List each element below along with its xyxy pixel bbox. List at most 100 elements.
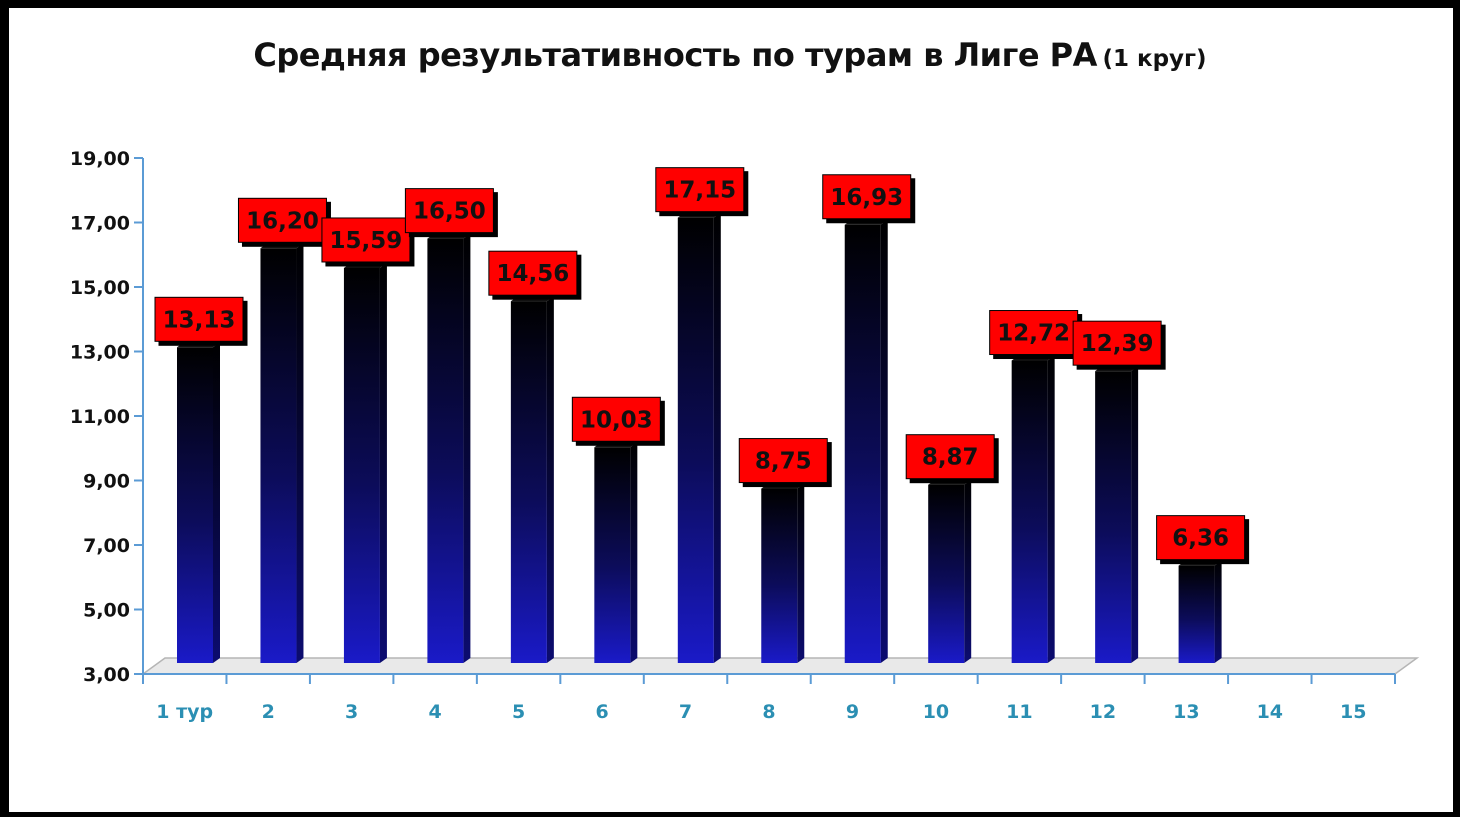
data-label: 12,72 bbox=[989, 310, 1079, 356]
bar-top bbox=[260, 243, 304, 249]
data-label-box bbox=[738, 438, 828, 484]
data-label: 6,36 bbox=[1156, 515, 1246, 561]
bar-side bbox=[213, 342, 220, 663]
bar bbox=[1178, 565, 1215, 663]
data-label-box bbox=[237, 197, 327, 243]
data-label-box bbox=[905, 434, 995, 480]
data-label-text: 17,15 bbox=[663, 178, 736, 204]
x-tick-label: 6 bbox=[595, 701, 608, 723]
data-label-text: 14,56 bbox=[496, 261, 569, 287]
bar-top bbox=[594, 442, 638, 448]
x-tick-label: 15 bbox=[1340, 701, 1366, 723]
bar-side bbox=[379, 262, 387, 663]
bar bbox=[928, 484, 965, 663]
data-label: 8,75 bbox=[738, 438, 828, 484]
bar-side bbox=[296, 243, 304, 664]
x-tick-label: 5 bbox=[512, 701, 525, 723]
data-label-box bbox=[404, 188, 494, 234]
data-label-box bbox=[1156, 515, 1246, 561]
data-label: 10,03 bbox=[571, 396, 661, 442]
data-label-box bbox=[1072, 320, 1162, 366]
bar-top bbox=[1178, 560, 1222, 566]
bar bbox=[594, 447, 631, 663]
data-label-text: 16,50 bbox=[413, 199, 486, 225]
x-tick-label: 13 bbox=[1173, 701, 1199, 723]
x-tick-label: 3 bbox=[345, 701, 358, 723]
bar bbox=[343, 267, 380, 663]
bar-side bbox=[1047, 355, 1055, 663]
bar-top bbox=[928, 479, 972, 485]
data-label: 17,15 bbox=[655, 167, 745, 213]
bar-top bbox=[1095, 366, 1139, 372]
bar-top bbox=[510, 296, 554, 302]
data-label: 13,13 bbox=[154, 296, 244, 342]
bars bbox=[177, 212, 1222, 664]
data-label-box bbox=[321, 217, 411, 263]
data-label-text: 15,59 bbox=[330, 228, 403, 254]
data-label-box bbox=[989, 310, 1079, 356]
y-tick-label: 11,00 bbox=[70, 406, 130, 428]
data-label: 15,59 bbox=[321, 217, 411, 263]
y-tick-label: 3,00 bbox=[83, 664, 130, 686]
bar-side bbox=[463, 233, 471, 663]
x-tick-label: 12 bbox=[1090, 701, 1116, 723]
bar bbox=[677, 217, 714, 663]
data-labels: 13,13 16,20 15,59 16,50 14,56 10,03 17,15 8,75 1… bbox=[154, 167, 1246, 561]
bar-top bbox=[677, 212, 721, 218]
y-tick-label: 13,00 bbox=[70, 342, 130, 364]
x-tick-label: 10 bbox=[923, 701, 949, 723]
data-label-text: 16,93 bbox=[830, 185, 903, 211]
bar-side bbox=[880, 219, 888, 663]
x-tick-label: 8 bbox=[762, 701, 775, 723]
data-label-text: 13,13 bbox=[163, 307, 236, 333]
bar-top bbox=[761, 483, 805, 489]
data-label: 12,39 bbox=[1072, 320, 1162, 366]
bar-side bbox=[546, 296, 554, 663]
bar bbox=[510, 301, 547, 663]
x-tick-label: 2 bbox=[262, 701, 275, 723]
x-tick-label: 1 тур bbox=[156, 701, 213, 723]
bar-side bbox=[713, 212, 721, 663]
bar bbox=[1095, 371, 1132, 663]
y-tick-label: 17,00 bbox=[70, 213, 130, 235]
bar-top bbox=[343, 262, 387, 268]
data-label: 16,50 bbox=[404, 188, 494, 234]
data-label-text: 8,75 bbox=[755, 449, 812, 475]
data-label-text: 12,39 bbox=[1081, 331, 1154, 357]
y-tick-label: 19,00 bbox=[70, 148, 130, 170]
x-tick-label: 7 bbox=[679, 701, 692, 723]
bar-top bbox=[427, 233, 471, 239]
x-tick-label: 9 bbox=[846, 701, 859, 723]
bar-side bbox=[1131, 366, 1139, 663]
data-label: 14,56 bbox=[488, 250, 578, 296]
bar bbox=[1011, 360, 1048, 663]
bar-side bbox=[797, 483, 805, 663]
x-tick-label: 11 bbox=[1006, 701, 1032, 723]
chart-title-main: Средняя результативность по турам в Лиге… bbox=[253, 36, 1097, 74]
bar-side bbox=[964, 479, 972, 663]
bar bbox=[844, 224, 881, 663]
data-label: 16,20 bbox=[237, 197, 327, 243]
bar bbox=[427, 238, 464, 663]
bar-side bbox=[630, 442, 638, 663]
data-label-text: 8,87 bbox=[922, 445, 979, 471]
data-label-box bbox=[154, 296, 244, 342]
data-label-box bbox=[488, 250, 578, 296]
y-tick-label: 9,00 bbox=[83, 471, 130, 493]
data-label-box bbox=[655, 167, 745, 213]
y-tick-label: 7,00 bbox=[83, 535, 130, 557]
data-label: 16,93 bbox=[822, 174, 912, 220]
data-label: 8,87 bbox=[905, 434, 995, 480]
bar bbox=[177, 347, 213, 663]
y-tick-label: 5,00 bbox=[83, 600, 130, 622]
data-label-text: 10,03 bbox=[580, 407, 653, 433]
chart-title: Средняя результативность по турам в Лиге… bbox=[0, 36, 1460, 74]
x-tick-label: 14 bbox=[1257, 701, 1283, 723]
chart-subtitle: (1 круг) bbox=[1102, 46, 1207, 72]
bar-top bbox=[177, 342, 220, 348]
x-tick-label: 4 bbox=[429, 701, 442, 723]
data-label-box bbox=[571, 396, 661, 442]
bar bbox=[761, 488, 798, 663]
data-label-box bbox=[822, 174, 912, 220]
